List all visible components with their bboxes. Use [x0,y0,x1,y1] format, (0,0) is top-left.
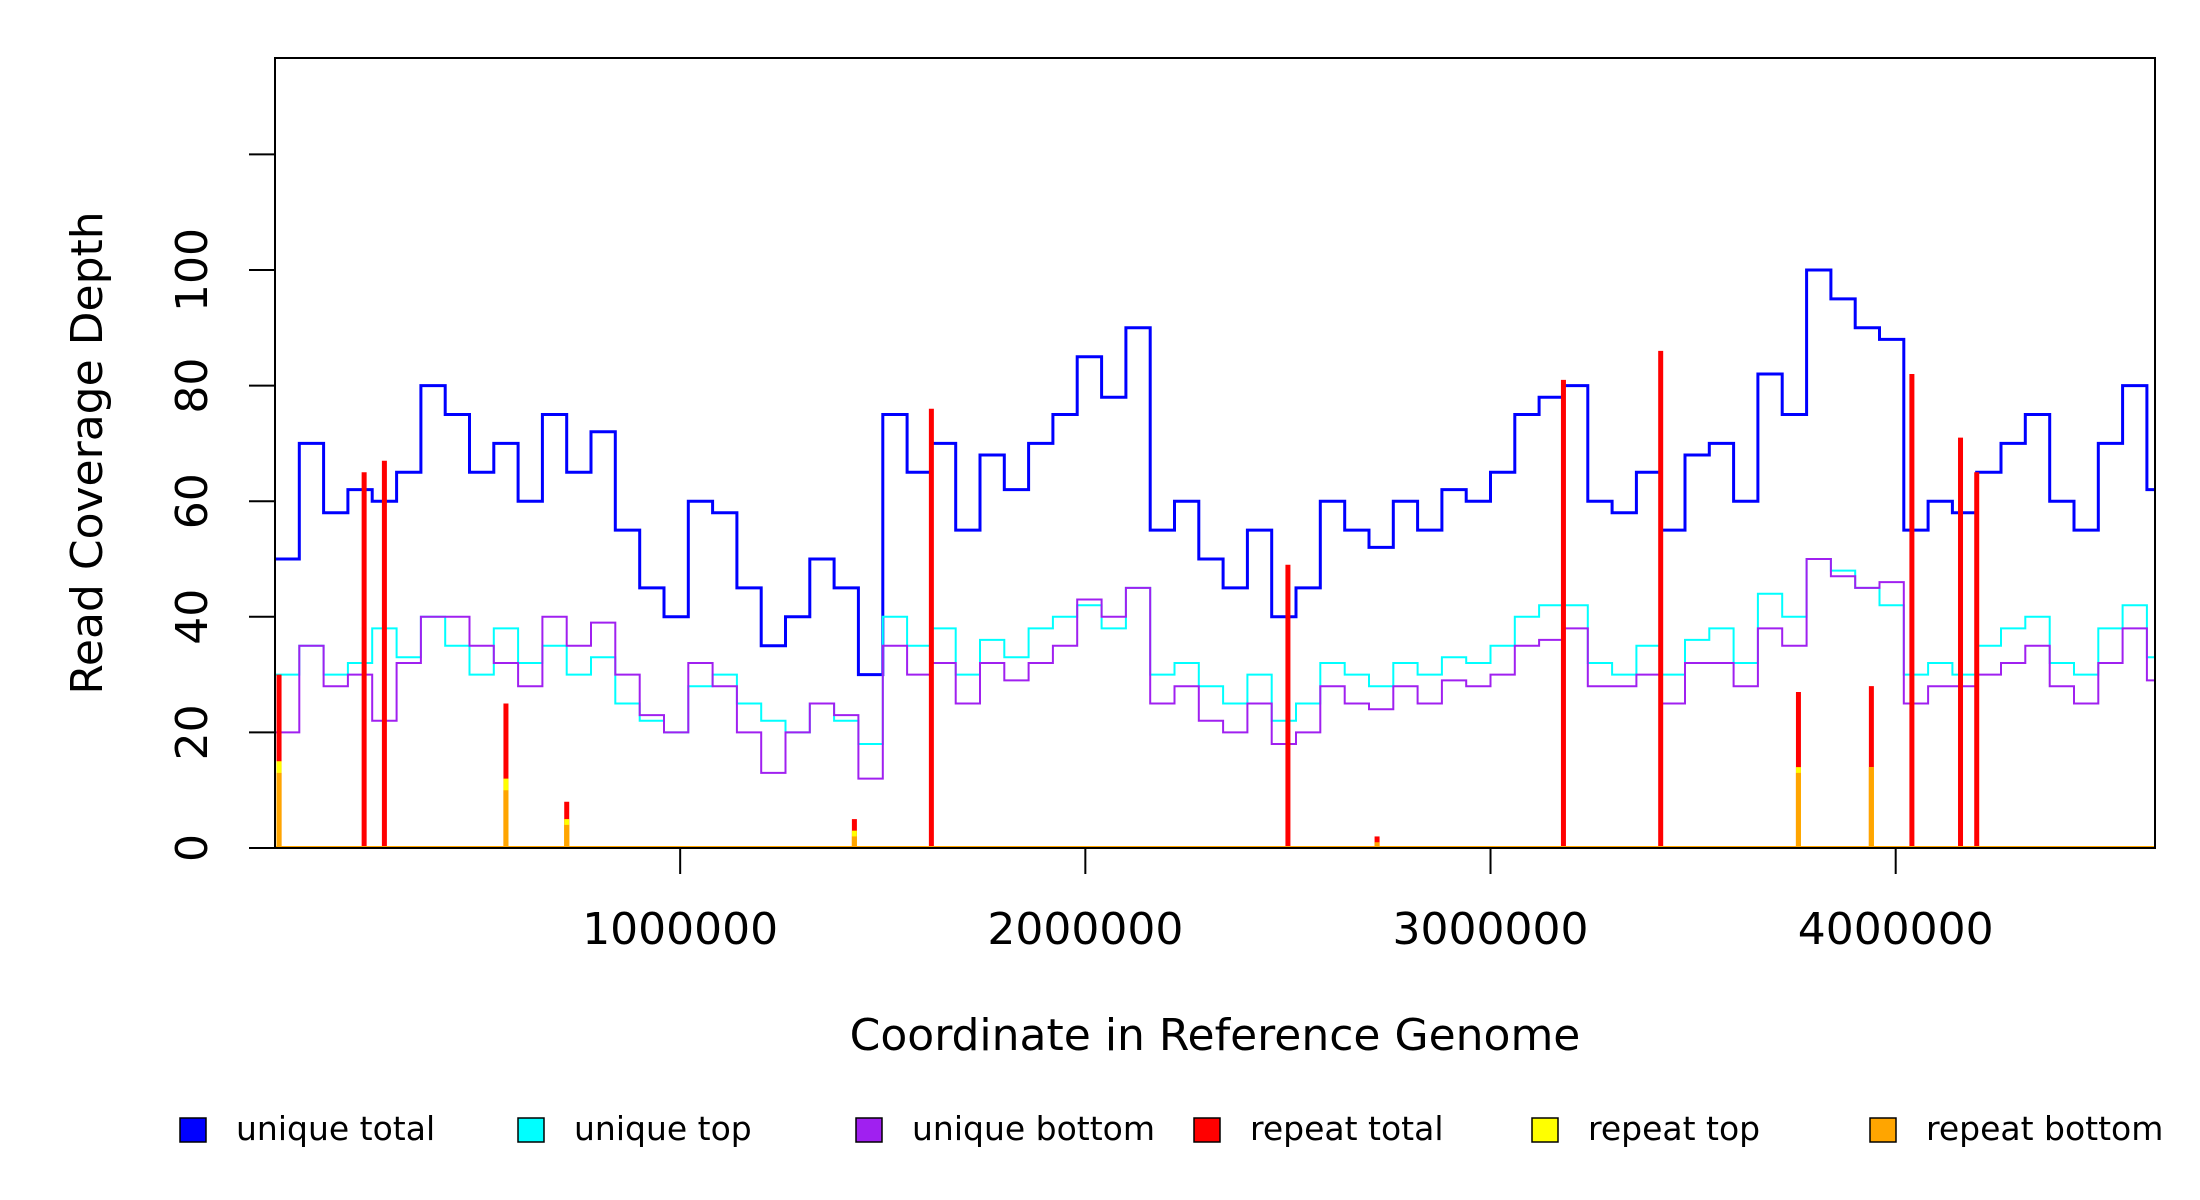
legend-swatch [179,1117,207,1143]
y-tick-label: 100 [167,228,218,312]
x-axis-title: Coordinate in Reference Genome [850,1010,1581,1061]
x-axis: 1000000 2000000 3000000 4000000 [582,848,1994,955]
y-tick-label: 40 [167,589,218,645]
legend-swatch [517,1117,545,1143]
y-tick-label: 60 [167,473,218,529]
legend-label: unique top [574,1109,752,1148]
series-line-unique-total [275,268,2155,677]
legend-label: repeat bottom [1926,1109,2163,1148]
legend-label: unique total [236,1109,435,1148]
legend-label: repeat total [1250,1109,1444,1148]
legend-label: repeat top [1588,1109,1760,1148]
legend-swatch [1193,1117,1221,1143]
legend-swatch [855,1117,883,1143]
legend: unique total unique top unique bottom repea… [179,1109,2163,1148]
legend-swatch [1869,1117,1897,1143]
x-tick-label: 4000000 [1798,904,1994,955]
legend-swatch [1531,1117,1559,1143]
x-tick-label: 2000000 [987,904,1183,955]
y-tick-label: 80 [167,358,218,414]
y-axis: 0 20 40 60 80 100 [167,153,276,862]
series-line-unique-bottom [275,558,2155,780]
y-tick-label: 0 [167,834,218,862]
y-axis-title: Read Coverage Depth [62,211,113,694]
legend-label: unique bottom [912,1109,1155,1148]
y-tick-label: 20 [167,704,218,760]
x-tick-label: 3000000 [1393,904,1589,955]
x-tick-label: 1000000 [582,904,778,955]
